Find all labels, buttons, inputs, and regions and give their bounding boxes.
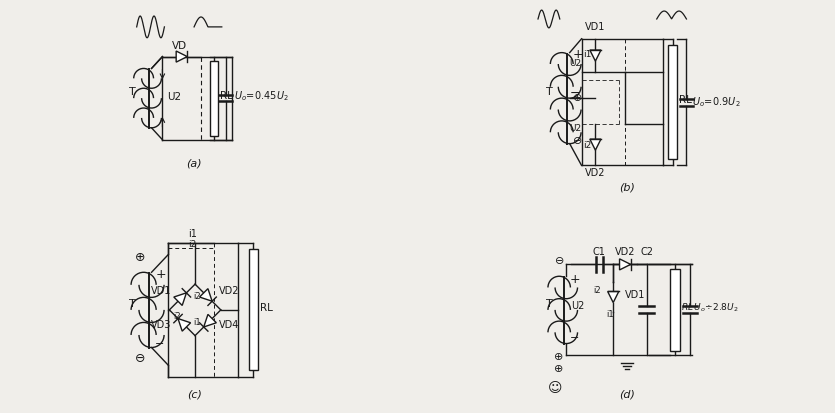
Text: $RL\,U_o\!\div\!2.8U_2$: $RL\,U_o\!\div\!2.8U_2$ (681, 301, 738, 313)
Text: ⊕: ⊕ (554, 351, 564, 361)
Text: ⊕: ⊕ (554, 363, 564, 373)
Text: i2: i2 (174, 311, 181, 320)
Text: i2: i2 (594, 285, 601, 294)
Text: T: T (129, 298, 135, 308)
Text: VD1: VD1 (585, 22, 605, 32)
Text: −: − (155, 338, 164, 348)
Text: VD3: VD3 (151, 319, 172, 329)
Text: RL: RL (679, 95, 691, 105)
Text: i2: i2 (188, 239, 196, 248)
Text: i2: i2 (584, 140, 592, 149)
Bar (210, 62, 218, 136)
Text: U2: U2 (569, 123, 582, 133)
Polygon shape (178, 319, 190, 331)
Text: U2: U2 (571, 300, 584, 310)
Text: ⊖: ⊖ (573, 135, 582, 145)
Text: $U_o\!=\!0.45U_2$: $U_o\!=\!0.45U_2$ (234, 89, 288, 103)
Text: C1: C1 (593, 247, 606, 257)
Text: ⊕: ⊕ (134, 251, 145, 264)
Text: +: + (573, 47, 584, 60)
Text: (a): (a) (186, 158, 202, 168)
Text: i2: i2 (193, 291, 201, 300)
Text: VD: VD (172, 40, 187, 50)
Text: +: + (155, 268, 166, 280)
Polygon shape (204, 315, 216, 327)
Text: i1: i1 (606, 309, 614, 318)
Polygon shape (620, 259, 630, 270)
Text: $U_o\!=\!0.9U_2$: $U_o\!=\!0.9U_2$ (692, 95, 741, 109)
Text: i1: i1 (188, 228, 197, 238)
Polygon shape (590, 51, 601, 62)
Text: VD2: VD2 (219, 285, 239, 295)
Polygon shape (590, 140, 601, 151)
Bar (249, 250, 258, 370)
Text: T: T (546, 298, 553, 308)
Text: ⊖: ⊖ (134, 351, 145, 365)
Text: +: + (570, 273, 580, 285)
Bar (668, 46, 677, 160)
Polygon shape (174, 293, 186, 306)
Text: RL: RL (220, 91, 233, 101)
Polygon shape (176, 52, 187, 63)
Text: VD2: VD2 (585, 168, 605, 178)
Text: −: − (569, 87, 580, 100)
Text: i1: i1 (584, 50, 592, 59)
Text: ☺: ☺ (548, 380, 563, 394)
Polygon shape (200, 289, 212, 301)
Text: ⊖: ⊖ (554, 256, 564, 266)
Text: VD2: VD2 (615, 247, 635, 257)
Text: (c): (c) (187, 389, 201, 399)
Text: −: − (570, 332, 579, 342)
Text: (b): (b) (619, 182, 635, 192)
Text: C2: C2 (640, 247, 653, 257)
Text: RL: RL (260, 302, 273, 312)
Text: (d): (d) (619, 389, 635, 399)
Polygon shape (608, 292, 619, 303)
Text: U2: U2 (569, 59, 582, 68)
Text: VD1: VD1 (625, 290, 645, 299)
Text: U2: U2 (167, 92, 181, 102)
Text: ⊕: ⊕ (573, 93, 582, 103)
Text: i1: i1 (193, 317, 201, 326)
Text: T: T (129, 87, 135, 97)
Text: VD1: VD1 (151, 285, 172, 295)
Text: T: T (546, 87, 553, 97)
Text: VD4: VD4 (219, 319, 239, 329)
Bar (670, 269, 680, 351)
